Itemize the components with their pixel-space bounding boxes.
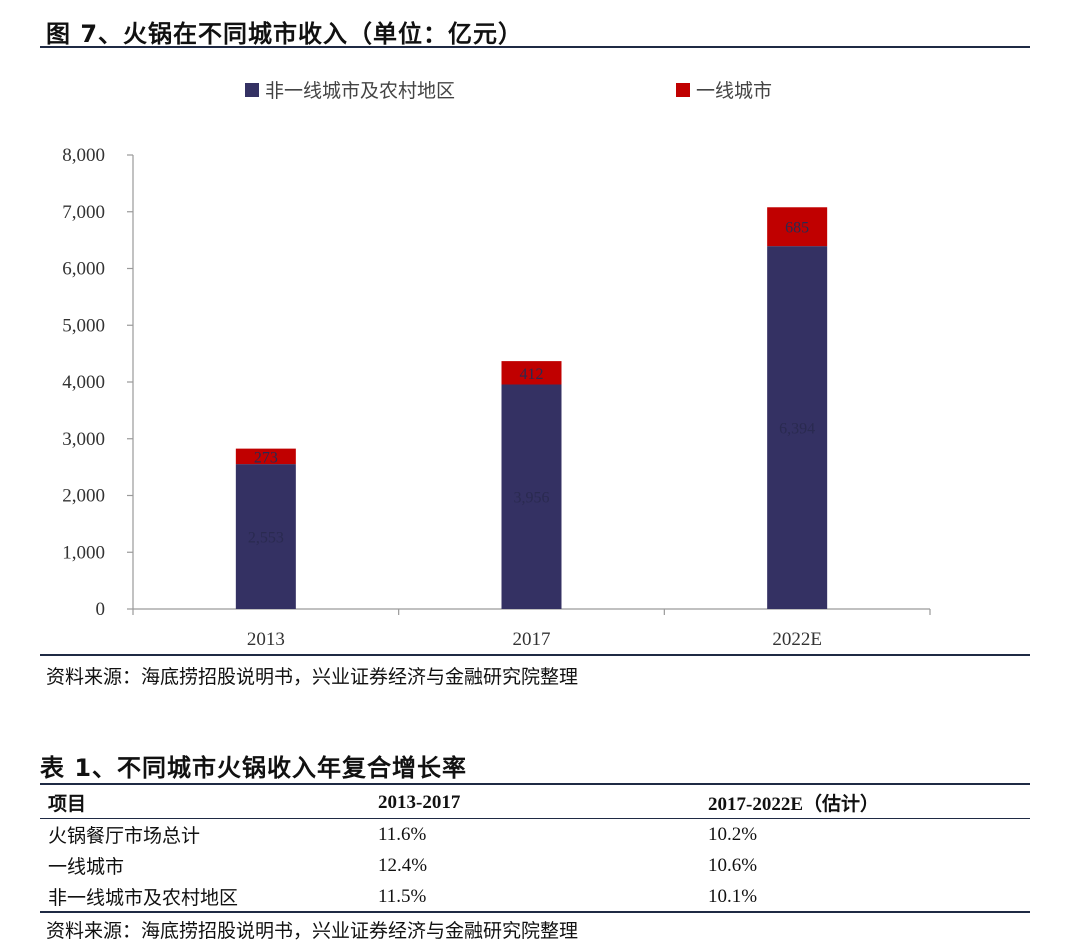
table-title: 表 1、不同城市火锅收入年复合增长率 (40, 754, 468, 782)
cagr-2017-2022e: 10.2% (708, 823, 758, 845)
title-rule (40, 46, 1030, 48)
cagr-2017-2022e: 10.1% (708, 885, 758, 907)
row-label: 火锅餐厅市场总计 (48, 825, 201, 847)
data-label: 685 (785, 220, 809, 237)
x-tick-label: 2013 (247, 629, 285, 650)
bar-non-tier1 (501, 384, 562, 609)
header-item: 项目 (48, 793, 87, 815)
stacked-bar-chart: 0 1,000 2,000 3,000 4,000 5,000 6,000 7,000 8,00… (62, 80, 931, 650)
y-tick-label: 0 (96, 599, 106, 620)
figure-source: 资料来源：海底捞招股说明书，兴业证券经济与金融研究院整理 (46, 666, 579, 688)
table-top-rule (40, 783, 1030, 785)
growth-table: 项目 2013-2017 2017-2022E（估计） 火锅餐厅市场总计 11.… (40, 787, 1030, 912)
y-tick-label: 6,000 (62, 259, 105, 280)
table-row: 一线城市 12.4% 10.6% (40, 850, 1030, 881)
y-tick-label: 2,000 (62, 486, 105, 507)
row-label: 非一线城市及农村地区 (48, 887, 239, 909)
cagr-2013-2017: 12.4% (378, 854, 428, 876)
legend-label: 非一线城市及农村地区 (265, 80, 455, 102)
bar-non-tier1 (235, 464, 296, 609)
bar-tier1 (235, 448, 296, 465)
table-bottom-rule (40, 911, 1030, 913)
data-label: 2,553 (248, 530, 284, 547)
table-row: 非一线城市及农村地区 11.5% 10.1% (40, 881, 1030, 912)
x-tick-label: 2017 (513, 629, 551, 650)
x-tick-label: 2022E (772, 629, 822, 650)
y-tick-label: 4,000 (62, 372, 105, 393)
data-label: 273 (254, 449, 278, 466)
y-tick-label: 8,000 (62, 145, 105, 166)
y-tick-label: 7,000 (62, 202, 105, 223)
cagr-2017-2022e: 10.6% (708, 854, 758, 876)
bar-non-tier1 (767, 246, 828, 609)
bar-tier1 (767, 207, 828, 247)
header-2017-2022e: 2017-2022E（估计） (708, 794, 880, 815)
table-source: 资料来源：海底捞招股说明书，兴业证券经济与金融研究院整理 (46, 920, 579, 942)
table-row: 火锅餐厅市场总计 11.6% 10.2% (40, 819, 1030, 851)
y-tick-label: 5,000 (62, 315, 105, 336)
data-label: 3,956 (514, 490, 550, 507)
figure-bottom-rule (40, 654, 1030, 656)
cagr-2013-2017: 11.6% (378, 823, 427, 845)
bar-tier1 (501, 361, 562, 385)
table-header-row: 项目 2013-2017 2017-2022E（估计） (40, 787, 1030, 819)
header-2013-2017: 2013-2017 (378, 791, 461, 813)
figure-title: 图 7、火锅在不同城市收入（单位：亿元） (46, 20, 524, 48)
legend-swatch (676, 83, 690, 97)
legend-swatch (245, 83, 259, 97)
y-tick-label: 1,000 (62, 542, 105, 563)
y-tick-label: 3,000 (62, 429, 105, 450)
data-label: 412 (520, 366, 544, 383)
data-label: 6,394 (779, 421, 815, 438)
legend-label: 一线城市 (696, 80, 772, 102)
cagr-2013-2017: 11.5% (378, 885, 427, 907)
row-label: 一线城市 (48, 856, 125, 878)
